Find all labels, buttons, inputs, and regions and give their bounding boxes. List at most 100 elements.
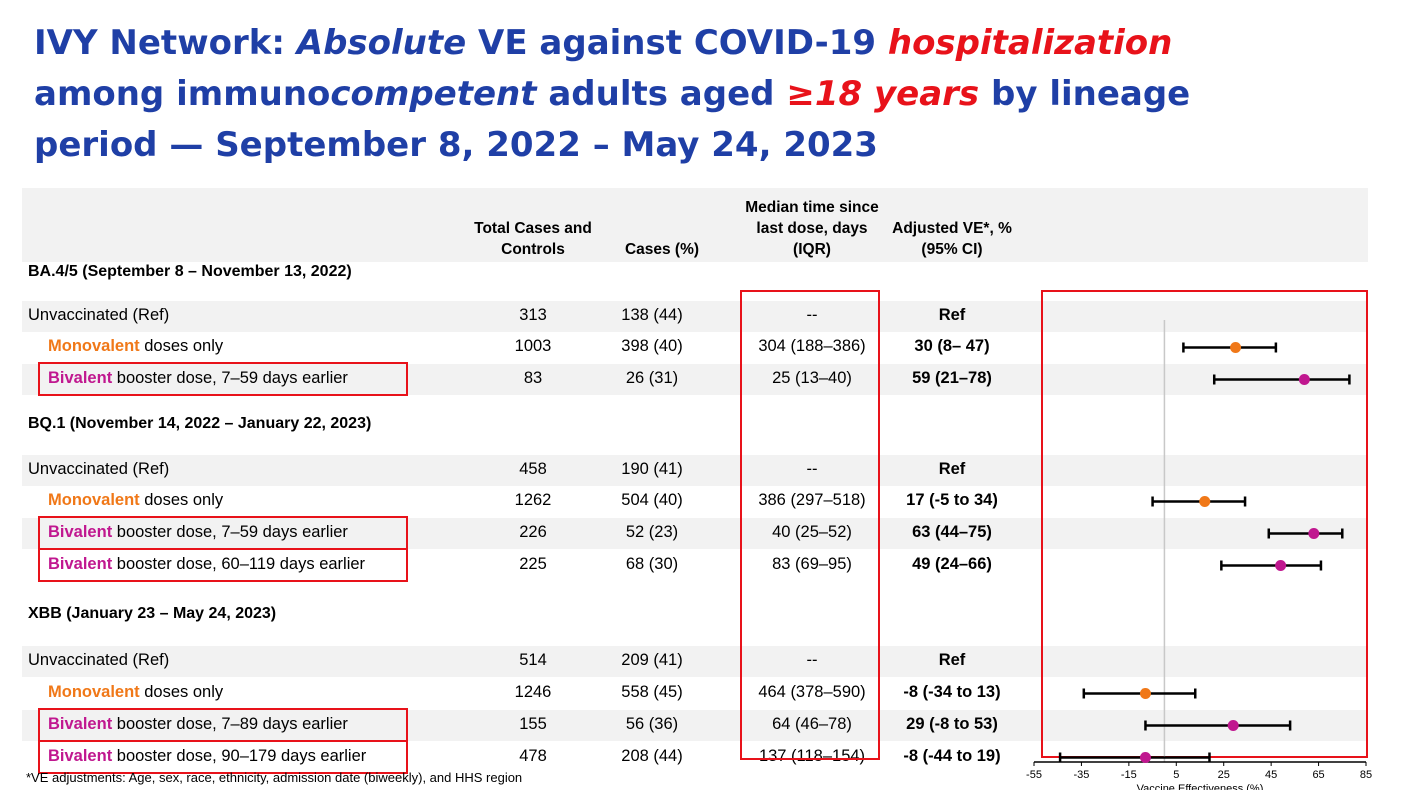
ve-cell: Ref [938, 306, 966, 324]
row-label: Unvaccinated (Ref) [28, 651, 170, 669]
bivalent-label: Bivalent [48, 369, 113, 387]
monovalent-label: Monovalent [48, 337, 140, 355]
cases-cell: 190 (41) [621, 460, 683, 478]
ve-cell: -8 (-34 to 13) [903, 683, 1001, 701]
total-cell: 1262 [514, 491, 552, 509]
bivalent-highlight-box [38, 548, 408, 582]
row-label-text: doses only [139, 337, 224, 355]
ve-cell: Ref [938, 651, 966, 669]
row-label-text: booster dose, 7–89 days earlier [112, 715, 348, 733]
total-cell: 478 [519, 747, 547, 765]
cases-cell: 26 (31) [625, 369, 679, 387]
row-label: Unvaccinated (Ref) [28, 306, 170, 324]
bivalent-label: Bivalent [48, 715, 113, 733]
row-label: Bivalent booster dose, 7–59 days earlier [48, 369, 348, 388]
ve-cell: 63 (44–75) [912, 523, 992, 541]
ve-cell: -8 (-44 to 19) [903, 747, 1001, 765]
x-tick-label: 25 [1218, 769, 1230, 781]
total-cell: 226 [519, 523, 547, 541]
total-cell: 83 [523, 369, 543, 387]
title-part: among immuno [34, 74, 331, 114]
bivalent-label: Bivalent [48, 747, 113, 765]
bivalent-label: Bivalent [48, 523, 113, 541]
row-label: Monovalent doses only [48, 491, 223, 510]
x-tick-label: -35 [1073, 769, 1089, 781]
row-label: Monovalent doses only [48, 683, 223, 702]
title-part: IVY Network: [34, 23, 297, 63]
table-row-band [22, 364, 1368, 395]
title-part: Absolute [296, 23, 467, 63]
point-estimate [1275, 560, 1287, 571]
row-label: Bivalent booster dose, 7–59 days earlier [48, 523, 348, 542]
ve-cell: 30 (8– 47) [914, 337, 990, 355]
row-label: Unvaccinated (Ref) [28, 460, 170, 478]
x-tick-label: 65 [1312, 769, 1324, 781]
cases-cell: 52 (23) [625, 523, 679, 541]
cases-cell: 68 (30) [625, 555, 679, 573]
x-axis-label: Vaccine Effectiveness (%) [1137, 783, 1264, 790]
title-part: competent [330, 74, 537, 114]
total-cell: 1003 [514, 337, 552, 355]
median-cell: 137 (118–154) [758, 747, 866, 765]
row-label: Bivalent booster dose, 90–179 days earli… [48, 747, 366, 766]
period-label: BA.4/5 (September 8 – November 13, 2022) [28, 263, 352, 280]
bivalent-highlight-box [38, 740, 408, 774]
cases-cell: 398 (40) [621, 337, 683, 355]
median-cell: 464 (378–590) [758, 683, 866, 701]
point-estimate [1298, 374, 1310, 385]
median-column-highlight [740, 290, 880, 760]
ve-cell: 17 (-5 to 34) [906, 491, 998, 509]
row-label: Monovalent doses only [48, 337, 223, 356]
median-cell: 40 (25–52) [772, 523, 852, 541]
total-cell: 458 [519, 460, 547, 478]
point-estimate [1199, 496, 1211, 507]
point-estimate [1308, 528, 1320, 539]
ve-cell: 29 (-8 to 53) [906, 715, 998, 733]
ve-cell: Ref [938, 460, 966, 478]
point-estimate [1139, 752, 1151, 763]
median-cell: 25 (13–40) [772, 369, 852, 387]
monovalent-label: Monovalent [48, 491, 140, 509]
title-part: by lineage period — September 8, 2022 – … [34, 74, 1191, 165]
table-row-band [22, 646, 1368, 677]
ve-cell: 49 (24–66) [912, 555, 992, 573]
cases-cell: 56 (36) [625, 715, 679, 733]
table-row-band [22, 455, 1368, 486]
header-total: Total Cases and Controls [474, 220, 592, 258]
ve-cell: 59 (21–78) [912, 369, 992, 387]
point-estimate [1230, 342, 1242, 353]
point-estimate [1139, 688, 1151, 699]
table-header-row [22, 188, 1368, 262]
median-cell: 304 (188–386) [758, 337, 866, 355]
period-label: BQ.1 (November 14, 2022 – January 22, 20… [28, 415, 372, 432]
total-cell: 155 [519, 715, 547, 733]
header-median: Median time since last dose, days (IQR) [745, 199, 879, 258]
title-part: ≥18 years [786, 74, 980, 114]
monovalent-label: Monovalent [48, 683, 140, 701]
page-title: IVY Network: Absolute VE against COVID-1… [34, 18, 1214, 171]
header-cases: Cases (%) [624, 241, 700, 258]
median-cell: -- [806, 460, 818, 478]
median-cell: 64 (46–78) [772, 715, 852, 733]
cases-cell: 558 (45) [621, 683, 683, 701]
x-tick-label: -15 [1121, 769, 1137, 781]
x-tick-label: 85 [1360, 769, 1372, 781]
cases-cell: 504 (40) [621, 491, 683, 509]
x-tick-label: 45 [1265, 769, 1277, 781]
cases-cell: 208 (44) [621, 747, 683, 765]
cases-cell: 209 (41) [621, 651, 683, 669]
row-label-text: booster dose, 7–59 days earlier [112, 523, 348, 541]
results-table: Total Cases and Controls Cases (%) Media… [22, 188, 1368, 774]
median-cell: -- [806, 306, 818, 324]
median-cell: 83 (69–95) [772, 555, 852, 573]
table-row-band [22, 710, 1368, 741]
title-part: hospitalization [887, 23, 1173, 63]
period-label: XBB (January 23 – May 24, 2023) [28, 605, 277, 622]
row-label-text: booster dose, 60–119 days earlier [112, 555, 366, 573]
total-cell: 1246 [514, 683, 552, 701]
bivalent-label: Bivalent [48, 555, 113, 573]
title-part: adults aged [536, 74, 787, 114]
x-tick-label: 5 [1173, 769, 1179, 781]
row-label-text: booster dose, 7–59 days earlier [112, 369, 348, 387]
row-label-text: doses only [139, 491, 224, 509]
